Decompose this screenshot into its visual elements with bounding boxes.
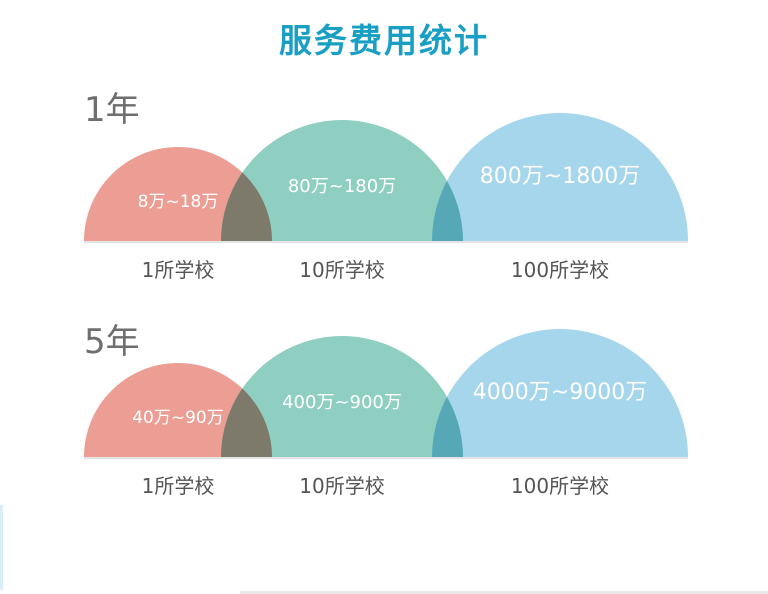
- period-label-5-years: 5年: [84, 322, 140, 362]
- value-label-3: 4000万~9000万: [473, 380, 647, 405]
- value-label-2: 80万~180万: [288, 176, 396, 197]
- value-label-1: 40万~90万: [132, 408, 224, 428]
- semicircle-3: [432, 329, 688, 457]
- value-label-3: 800万~1800万: [480, 164, 640, 189]
- semicircle-3: [432, 113, 688, 241]
- page-title: 服务费用统计: [279, 21, 489, 60]
- semicircle-chart-5-years: 40万~90万 400万~900万 4000万~9000万 1所学校 10所学校 100所…: [84, 329, 688, 498]
- semicircle-chart-1-year: 8万~18万 80万~180万 800万~1800万 1所学校 10所学校 100所学校: [84, 113, 688, 282]
- category-label-3: 100所学校: [511, 474, 609, 498]
- category-label-1: 1所学校: [142, 258, 215, 282]
- semicircle-2: [221, 120, 463, 241]
- bottom-edge-strip: [240, 591, 768, 594]
- category-label-2: 10所学校: [299, 258, 384, 282]
- value-label-2: 400万~900万: [282, 392, 402, 413]
- value-label-1: 8万~18万: [138, 192, 219, 212]
- category-label-3: 100所学校: [511, 258, 609, 282]
- semicircle-2: [221, 336, 463, 457]
- left-edge-strip: [0, 505, 3, 590]
- period-label-1-year: 1年: [84, 90, 140, 130]
- category-label-1: 1所学校: [142, 474, 215, 498]
- category-label-2: 10所学校: [299, 474, 384, 498]
